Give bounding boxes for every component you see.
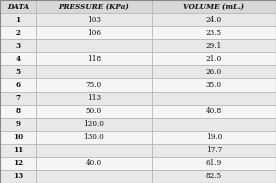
Bar bbox=[152, 104, 276, 118]
Bar bbox=[36, 79, 152, 92]
Bar bbox=[36, 170, 152, 183]
Bar bbox=[0, 144, 36, 157]
Bar bbox=[0, 52, 36, 65]
Bar bbox=[152, 0, 276, 13]
Text: 103: 103 bbox=[87, 16, 101, 24]
Bar bbox=[0, 39, 36, 52]
Text: 106: 106 bbox=[87, 29, 101, 37]
Bar bbox=[36, 65, 152, 79]
Text: 29.1: 29.1 bbox=[206, 42, 222, 50]
Text: 9: 9 bbox=[15, 120, 20, 128]
Text: 113: 113 bbox=[87, 94, 101, 102]
Bar bbox=[36, 13, 152, 26]
Text: 61.9: 61.9 bbox=[206, 159, 222, 167]
Bar bbox=[152, 26, 276, 39]
Bar bbox=[0, 118, 36, 131]
Text: 120.0: 120.0 bbox=[83, 120, 104, 128]
Text: 5: 5 bbox=[15, 68, 20, 76]
Bar bbox=[0, 13, 36, 26]
Text: 130.0: 130.0 bbox=[83, 133, 104, 141]
Text: 40.8: 40.8 bbox=[206, 107, 222, 115]
Text: 21.0: 21.0 bbox=[206, 55, 222, 63]
Bar bbox=[0, 170, 36, 183]
Text: 13: 13 bbox=[13, 172, 23, 180]
Text: 82.5: 82.5 bbox=[206, 172, 222, 180]
Text: 24.0: 24.0 bbox=[206, 16, 222, 24]
Text: 8: 8 bbox=[15, 107, 20, 115]
Text: DATA: DATA bbox=[7, 3, 29, 11]
Bar bbox=[0, 65, 36, 79]
Text: 6: 6 bbox=[15, 81, 20, 89]
Bar bbox=[0, 0, 36, 13]
Text: 4: 4 bbox=[15, 55, 20, 63]
Text: VOLUME (mL.): VOLUME (mL.) bbox=[183, 3, 245, 11]
Text: 12: 12 bbox=[13, 159, 23, 167]
Bar bbox=[36, 157, 152, 170]
Text: 118: 118 bbox=[87, 55, 101, 63]
Bar bbox=[152, 144, 276, 157]
Text: 7: 7 bbox=[15, 94, 20, 102]
Text: 19.0: 19.0 bbox=[206, 133, 222, 141]
Bar bbox=[152, 65, 276, 79]
Bar bbox=[36, 104, 152, 118]
Text: 3: 3 bbox=[15, 42, 20, 50]
Text: 75.0: 75.0 bbox=[86, 81, 102, 89]
Text: 2: 2 bbox=[15, 29, 20, 37]
Bar bbox=[36, 52, 152, 65]
Bar bbox=[0, 104, 36, 118]
Text: 40.0: 40.0 bbox=[86, 159, 102, 167]
Bar bbox=[152, 118, 276, 131]
Bar bbox=[36, 144, 152, 157]
Bar bbox=[152, 170, 276, 183]
Bar bbox=[152, 131, 276, 144]
Text: 26.0: 26.0 bbox=[206, 68, 222, 76]
Bar bbox=[152, 39, 276, 52]
Text: 50.0: 50.0 bbox=[86, 107, 102, 115]
Text: 11: 11 bbox=[13, 146, 23, 154]
Text: PRESSURE (KPa): PRESSURE (KPa) bbox=[59, 3, 129, 11]
Bar bbox=[36, 92, 152, 104]
Bar bbox=[152, 157, 276, 170]
Text: 1: 1 bbox=[15, 16, 20, 24]
Text: 23.5: 23.5 bbox=[206, 29, 222, 37]
Bar bbox=[152, 52, 276, 65]
Bar bbox=[152, 92, 276, 104]
Bar bbox=[0, 79, 36, 92]
Bar bbox=[36, 0, 152, 13]
Bar bbox=[36, 26, 152, 39]
Bar bbox=[152, 79, 276, 92]
Bar bbox=[0, 26, 36, 39]
Bar bbox=[36, 39, 152, 52]
Text: 35.0: 35.0 bbox=[206, 81, 222, 89]
Bar bbox=[36, 118, 152, 131]
Bar bbox=[0, 92, 36, 104]
Bar bbox=[36, 131, 152, 144]
Bar bbox=[152, 13, 276, 26]
Bar bbox=[0, 157, 36, 170]
Bar bbox=[0, 131, 36, 144]
Text: 10: 10 bbox=[13, 133, 23, 141]
Text: 17.7: 17.7 bbox=[206, 146, 222, 154]
